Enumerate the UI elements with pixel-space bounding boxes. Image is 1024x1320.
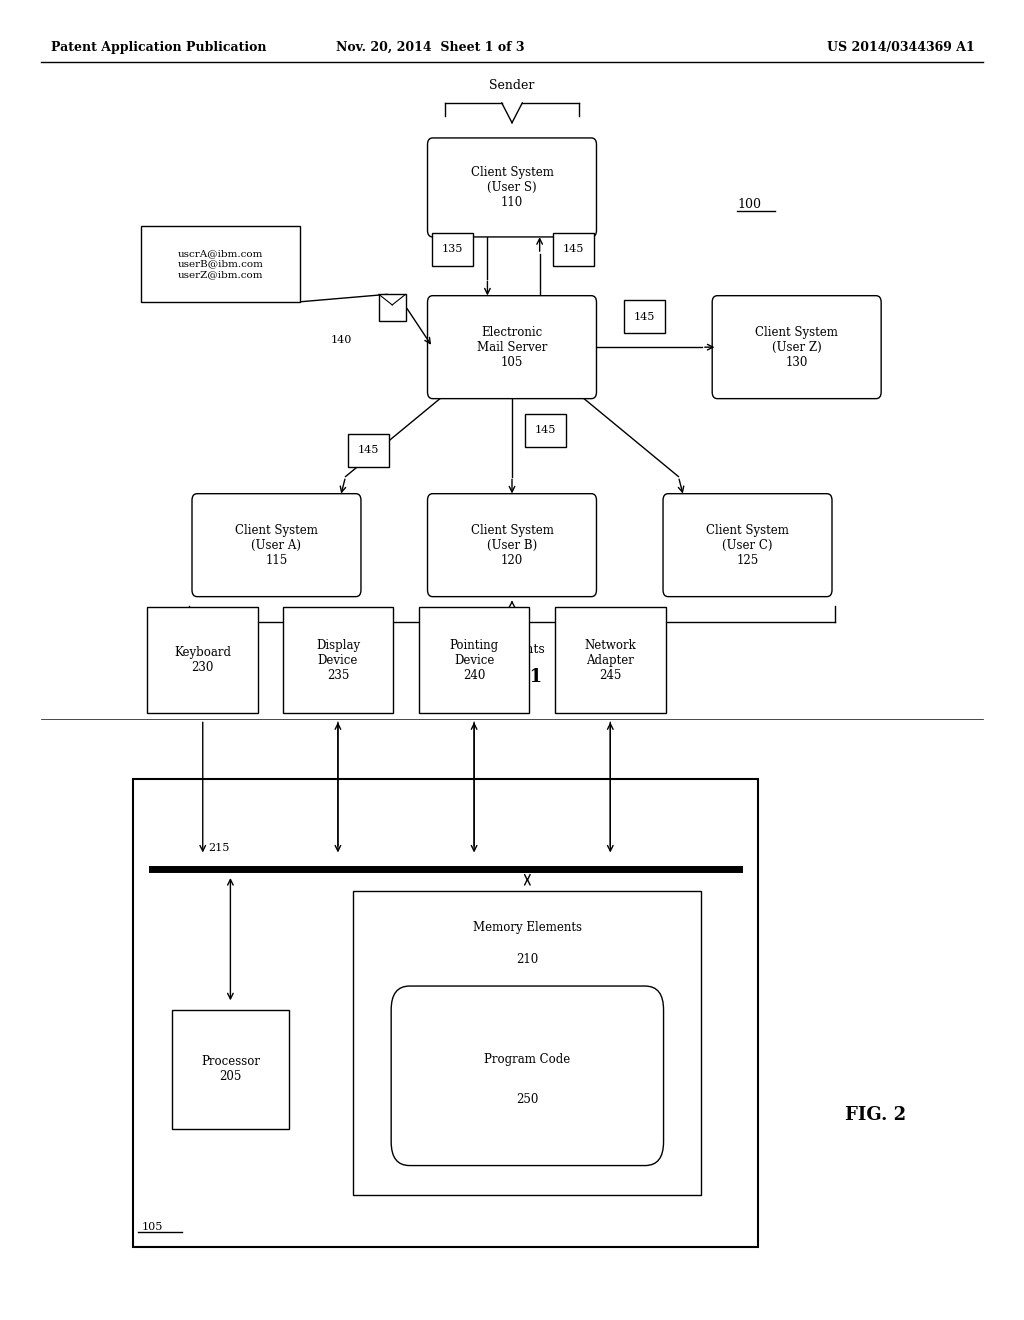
Bar [555,607,666,713]
Text: 105: 105 [141,1221,163,1232]
FancyBboxPatch shape [428,139,596,238]
FancyBboxPatch shape [193,494,361,597]
Text: FIG. 1: FIG. 1 [481,668,543,686]
Bar [553,232,594,265]
Text: Memory Elements: Memory Elements [473,921,582,935]
Text: Pointing
Device
240: Pointing Device 240 [450,639,499,681]
FancyBboxPatch shape [428,494,596,597]
Text: FIG. 2: FIG. 2 [845,1106,906,1125]
Text: Nov. 20, 2014  Sheet 1 of 3: Nov. 20, 2014 Sheet 1 of 3 [336,41,524,54]
Text: Client System
(User C)
125: Client System (User C) 125 [707,524,788,566]
Bar [283,607,393,713]
Bar [147,607,258,713]
Text: Client System
(User S)
110: Client System (User S) 110 [471,166,553,209]
Text: Recipients: Recipients [478,643,546,656]
Text: Electronic
Mail Server
105: Electronic Mail Server 105 [477,326,547,368]
Text: 215: 215 [208,842,229,853]
FancyBboxPatch shape [664,494,831,597]
Text: Network
Adapter
245: Network Adapter 245 [585,639,636,681]
Text: 210: 210 [516,953,539,966]
Text: Display
Device
235: Display Device 235 [315,639,360,681]
Text: Client System
(User B)
120: Client System (User B) 120 [471,524,553,566]
Text: Client System
(User Z)
130: Client System (User Z) 130 [756,326,838,368]
Text: 145: 145 [634,312,654,322]
Bar [141,226,299,302]
Bar [379,294,406,321]
Text: US 2014/0344369 A1: US 2014/0344369 A1 [827,41,975,54]
Text: Sender: Sender [489,79,535,92]
Text: 135: 135 [442,244,463,255]
FancyBboxPatch shape [391,986,664,1166]
Text: 145: 145 [357,445,379,455]
Bar [419,607,529,713]
Text: Patent Application Publication: Patent Application Publication [51,41,266,54]
Text: 145: 145 [536,425,556,436]
FancyBboxPatch shape [713,296,881,399]
Text: uscrA@ibm.com
userB@ibm.com
userZ@ibm.com: uscrA@ibm.com userB@ibm.com userZ@ibm.co… [177,249,263,279]
Text: 145: 145 [563,244,584,255]
Bar [432,232,473,265]
Text: Program Code: Program Code [484,1053,570,1067]
Text: 140: 140 [331,335,351,346]
Text: Processor
205: Processor 205 [201,1055,260,1084]
Bar [353,891,701,1195]
Text: Client System
(User A)
115: Client System (User A) 115 [236,524,317,566]
Bar [348,433,389,466]
Text: 100: 100 [737,198,761,211]
Text: 250: 250 [516,1093,539,1106]
Bar [172,1010,290,1129]
Bar [525,414,566,446]
Text: Keyboard
230: Keyboard 230 [174,645,231,675]
Bar [624,300,665,333]
Bar [133,779,758,1247]
FancyBboxPatch shape [428,296,596,399]
